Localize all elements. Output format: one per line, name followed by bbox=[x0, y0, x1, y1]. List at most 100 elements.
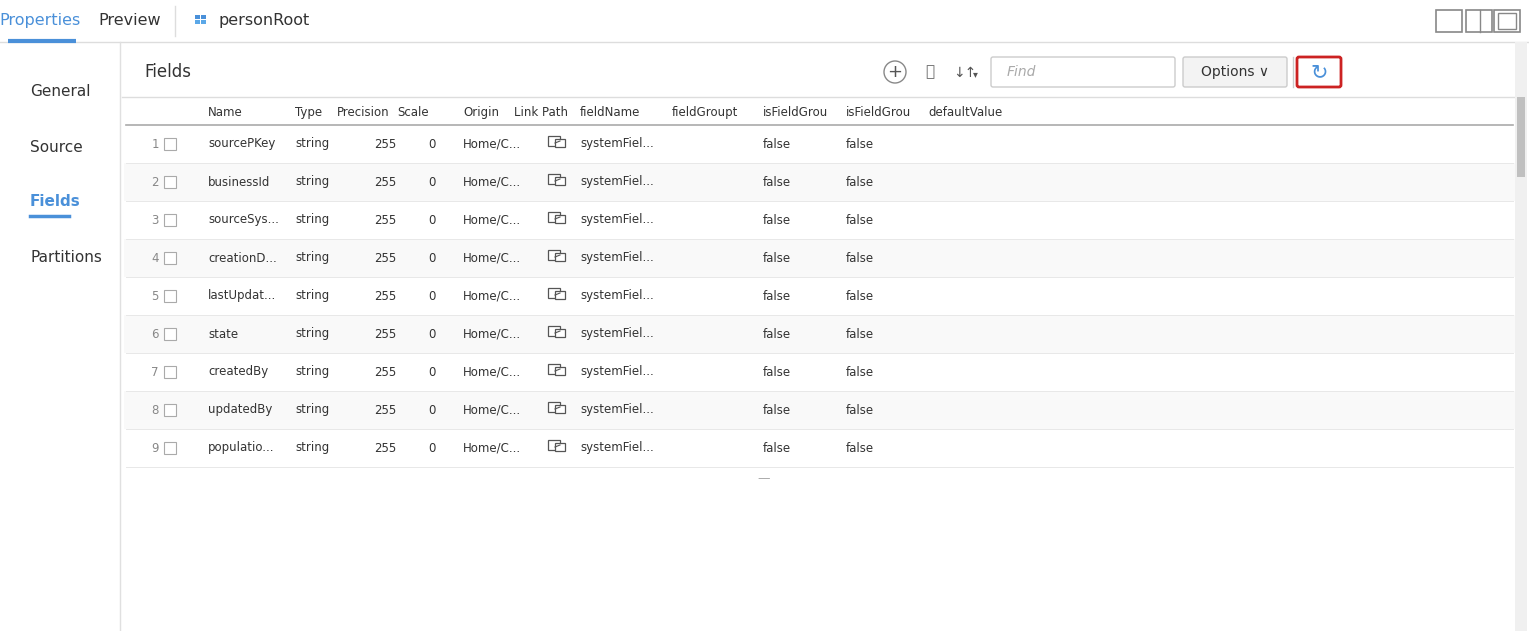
Text: Options ∨: Options ∨ bbox=[1200, 65, 1269, 79]
Text: 0: 0 bbox=[428, 138, 436, 151]
Text: Home/C...: Home/C... bbox=[463, 213, 521, 227]
Bar bbox=[164, 442, 176, 454]
Text: 255: 255 bbox=[375, 442, 396, 454]
Text: systemFiel...: systemFiel... bbox=[579, 327, 654, 341]
Text: false: false bbox=[763, 252, 790, 264]
Text: 255: 255 bbox=[375, 252, 396, 264]
Text: Type: Type bbox=[295, 106, 323, 119]
Text: 7: 7 bbox=[151, 365, 159, 379]
Bar bbox=[124, 353, 1515, 391]
Text: Preview: Preview bbox=[99, 13, 162, 28]
Text: sourceSys...: sourceSys... bbox=[208, 213, 278, 227]
Text: businessId: businessId bbox=[208, 175, 271, 189]
Text: 4: 4 bbox=[151, 252, 159, 264]
Text: false: false bbox=[763, 327, 790, 341]
Bar bbox=[555, 405, 566, 413]
Text: ▾: ▾ bbox=[972, 69, 977, 79]
Text: 3: 3 bbox=[151, 213, 159, 227]
Bar bbox=[555, 291, 566, 299]
Text: 0: 0 bbox=[428, 290, 436, 302]
Bar bbox=[547, 288, 560, 298]
Text: false: false bbox=[846, 365, 875, 379]
Text: Find: Find bbox=[1008, 65, 1037, 79]
Text: 0: 0 bbox=[428, 403, 436, 416]
Text: Home/C...: Home/C... bbox=[463, 252, 521, 264]
Text: systemFiel...: systemFiel... bbox=[579, 138, 654, 151]
Bar bbox=[0, 0, 1529, 42]
Text: updatedBy: updatedBy bbox=[208, 403, 272, 416]
Text: systemFiel...: systemFiel... bbox=[579, 213, 654, 227]
Text: string: string bbox=[295, 327, 329, 341]
Text: 8: 8 bbox=[151, 403, 159, 416]
Text: string: string bbox=[295, 365, 329, 379]
Text: Name: Name bbox=[208, 106, 243, 119]
Text: systemFiel...: systemFiel... bbox=[579, 365, 654, 379]
Text: 1: 1 bbox=[151, 138, 159, 151]
Text: 2: 2 bbox=[151, 175, 159, 189]
Bar bbox=[555, 329, 566, 337]
Text: systemFiel...: systemFiel... bbox=[579, 290, 654, 302]
Circle shape bbox=[884, 61, 907, 83]
Bar bbox=[547, 364, 560, 374]
Text: false: false bbox=[846, 252, 875, 264]
Bar bbox=[555, 177, 566, 185]
Bar bbox=[124, 125, 1515, 163]
Bar bbox=[164, 404, 176, 416]
Bar bbox=[124, 391, 1515, 429]
Text: defaultValue: defaultValue bbox=[928, 106, 1001, 119]
Text: 0: 0 bbox=[428, 252, 436, 264]
FancyBboxPatch shape bbox=[1297, 57, 1341, 87]
Text: Fields: Fields bbox=[31, 194, 81, 209]
Bar bbox=[555, 253, 566, 261]
Text: false: false bbox=[846, 290, 875, 302]
Bar bbox=[164, 290, 176, 302]
Bar bbox=[124, 163, 1515, 201]
Text: 9: 9 bbox=[151, 442, 159, 454]
Text: —: — bbox=[758, 473, 771, 485]
Text: false: false bbox=[763, 175, 790, 189]
Bar bbox=[555, 367, 566, 375]
Text: false: false bbox=[846, 138, 875, 151]
Text: 🗑: 🗑 bbox=[925, 64, 934, 80]
Text: 255: 255 bbox=[375, 213, 396, 227]
Text: Home/C...: Home/C... bbox=[463, 327, 521, 341]
Text: Home/C...: Home/C... bbox=[463, 175, 521, 189]
Text: string: string bbox=[295, 213, 329, 227]
Bar bbox=[164, 138, 176, 150]
Text: Origin: Origin bbox=[463, 106, 498, 119]
Text: false: false bbox=[846, 403, 875, 416]
Text: 0: 0 bbox=[428, 213, 436, 227]
Bar bbox=[555, 215, 566, 223]
Bar bbox=[1498, 13, 1515, 29]
Text: Scale: Scale bbox=[398, 106, 428, 119]
Bar bbox=[547, 402, 560, 412]
Text: string: string bbox=[295, 442, 329, 454]
Text: fieldName: fieldName bbox=[579, 106, 641, 119]
Text: string: string bbox=[295, 252, 329, 264]
Bar bbox=[1494, 10, 1520, 32]
Bar bbox=[200, 20, 206, 24]
Text: false: false bbox=[846, 175, 875, 189]
Text: createdBy: createdBy bbox=[208, 365, 268, 379]
Text: false: false bbox=[763, 442, 790, 454]
Bar bbox=[164, 214, 176, 226]
Text: Properties: Properties bbox=[0, 13, 81, 28]
Text: systemFiel...: systemFiel... bbox=[579, 442, 654, 454]
Text: systemFiel...: systemFiel... bbox=[579, 252, 654, 264]
Text: systemFiel...: systemFiel... bbox=[579, 175, 654, 189]
Bar bbox=[547, 326, 560, 336]
Text: Home/C...: Home/C... bbox=[463, 290, 521, 302]
Bar bbox=[1436, 10, 1462, 32]
Text: string: string bbox=[295, 403, 329, 416]
Bar bbox=[547, 250, 560, 260]
Bar bbox=[124, 315, 1515, 353]
Text: string: string bbox=[295, 138, 329, 151]
Text: systemFiel...: systemFiel... bbox=[579, 403, 654, 416]
Bar bbox=[200, 15, 206, 19]
Text: Home/C...: Home/C... bbox=[463, 138, 521, 151]
Text: 255: 255 bbox=[375, 403, 396, 416]
Bar bbox=[547, 212, 560, 222]
Text: 5: 5 bbox=[151, 290, 159, 302]
Text: +: + bbox=[887, 63, 902, 81]
Text: creationD...: creationD... bbox=[208, 252, 277, 264]
